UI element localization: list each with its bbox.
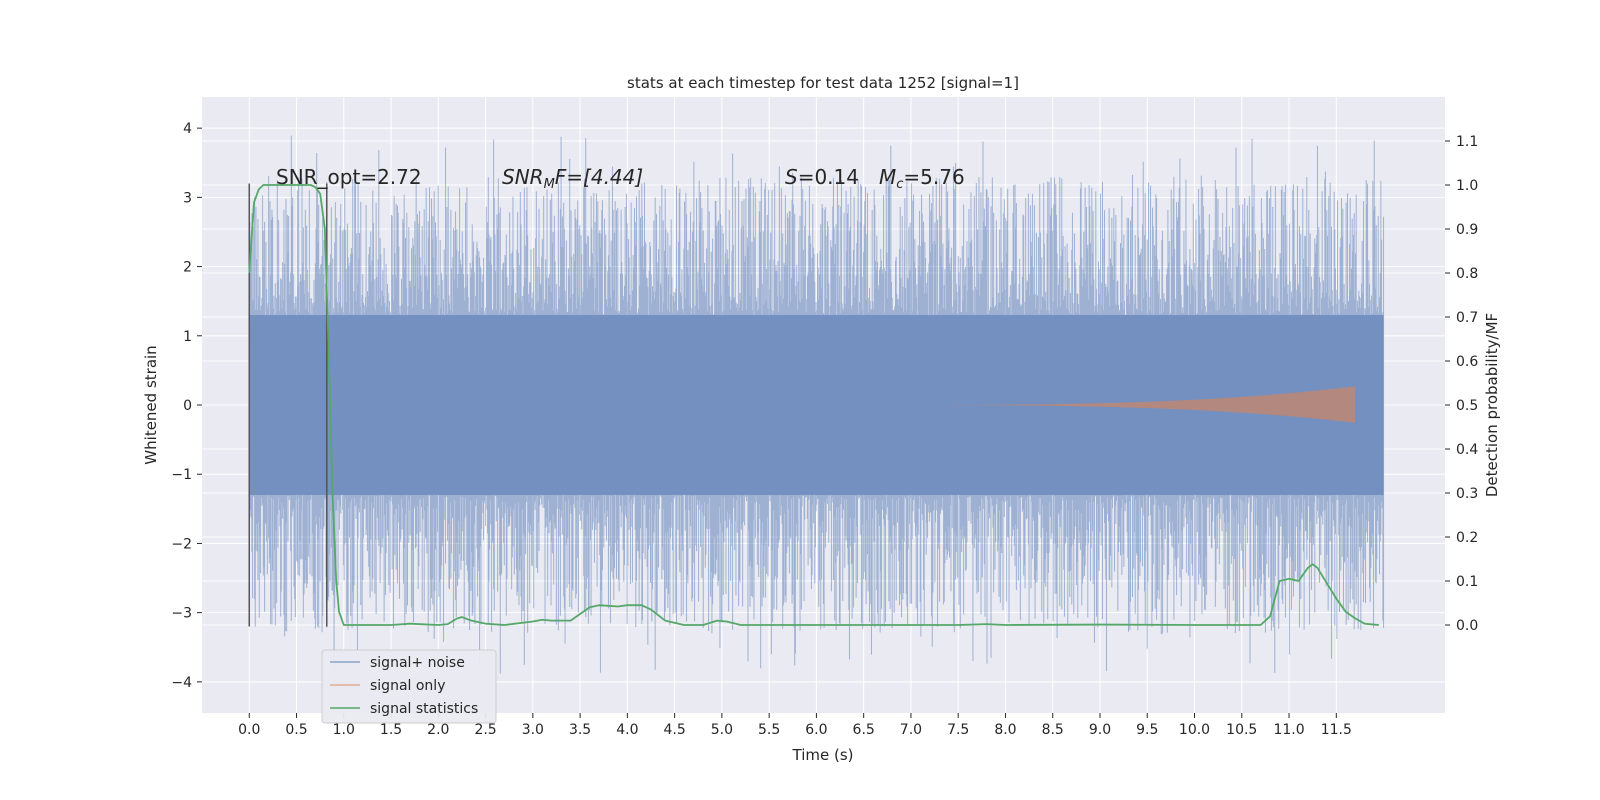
- annotation-mc-main: M: [879, 165, 896, 189]
- x-tick-label-11: 5.5: [758, 722, 780, 738]
- annotation-snr-mf-sub: M: [544, 177, 555, 192]
- annotation-snr-opt: SNR_opt=2.72: [276, 165, 422, 189]
- y-tick-label-2: 2: [183, 260, 192, 276]
- annotation-mc: Mc=5.76: [879, 165, 965, 192]
- legend-label-signal-noise: signal+ noise: [370, 655, 465, 671]
- x-tick-label-10: 5.0: [711, 722, 733, 738]
- x-tick-label-16: 8.0: [994, 722, 1016, 738]
- y-tick-label-5: −1: [171, 467, 192, 483]
- x-axis-label: Time (s): [792, 746, 854, 764]
- y2-tick-label-4: 0.7: [1456, 310, 1478, 326]
- y-tick-label-6: −2: [171, 536, 192, 552]
- y2-tick-label-5: 0.6: [1456, 354, 1478, 370]
- legend-label-signal-only: signal only: [370, 678, 445, 694]
- y2-tick-label-11: 0.0: [1456, 618, 1478, 634]
- legend: signal+ noise signal only signal statist…: [321, 649, 497, 724]
- annotation-mc-rest: =5.76: [903, 165, 964, 189]
- x-tick-label-6: 3.0: [522, 722, 544, 738]
- annotations: SNR_opt=2.72 SNRMF=[4.44] S=0.14 Mc=5.76: [276, 165, 965, 192]
- x-tick-label-4: 2.0: [427, 722, 449, 738]
- annotation-snr-mf-rest: F=[4.44]: [555, 165, 643, 189]
- y2-tick-label-1: 1.0: [1456, 178, 1478, 194]
- x-tick-label-0: 0.0: [238, 722, 260, 738]
- x-tick-label-14: 7.0: [900, 722, 922, 738]
- legend-box: [321, 649, 497, 724]
- statistics-line: [248, 184, 1379, 626]
- y-tick-label-7: −3: [171, 606, 192, 622]
- annotation-mc-sub: c: [896, 177, 903, 192]
- signal-envelope: [863, 386, 1356, 423]
- y2-tick-label-3: 0.8: [1456, 266, 1478, 282]
- x-tick-label-15: 7.5: [947, 722, 969, 738]
- x-tick-label-7: 3.5: [569, 722, 591, 738]
- x-tick-label-2: 1.0: [333, 722, 355, 738]
- y-tick-label-8: −4: [171, 675, 192, 691]
- chart-title: stats at each timestep for test data 125…: [627, 74, 1019, 92]
- x-tick-label-1: 0.5: [285, 722, 307, 738]
- y-axis-label: Whitened strain: [142, 345, 160, 464]
- x-tick-label-13: 6.5: [853, 722, 875, 738]
- y2-axis-label: Detection probability/MF: [1483, 313, 1501, 497]
- x-tick-label-21: 10.5: [1226, 722, 1257, 738]
- x-tick-label-5: 2.5: [474, 722, 496, 738]
- annotation-s-main: S: [785, 165, 798, 189]
- y2-tick-label-2: 0.9: [1456, 222, 1478, 238]
- x-tick-label-18: 9.0: [1089, 722, 1111, 738]
- y2-tick-label-6: 0.5: [1456, 398, 1478, 414]
- annotation-snr-mf-main: SNR: [502, 165, 544, 189]
- annotation-snr-mf: SNRMF=[4.44]: [502, 165, 643, 192]
- series-signal-only: [863, 386, 1356, 423]
- y2-tick-label-7: 0.4: [1456, 442, 1478, 458]
- x-tick-label-12: 6.0: [805, 722, 827, 738]
- x-tick-label-8: 4.0: [616, 722, 638, 738]
- y-tick-label-0: 4: [183, 121, 192, 137]
- annotation-s: S=0.14: [785, 165, 859, 189]
- x-tick-label-22: 11.0: [1273, 722, 1304, 738]
- y-tick-label-3: 1: [183, 329, 192, 345]
- x-axis: 0.0 0.5 1.0 1.5 2.0 2.5 3.0 3.5 4.0 4.5 5.0 5.5 6.0 6…: [238, 713, 1352, 738]
- x-tick-label-17: 8.5: [1042, 722, 1064, 738]
- x-tick-label-3: 1.5: [380, 722, 402, 738]
- y-tick-label-1: 3: [183, 190, 192, 206]
- vertical-markers: [248, 183, 328, 627]
- annotation-s-rest: =0.14: [798, 165, 859, 189]
- x-tick-label-9: 4.5: [663, 722, 685, 738]
- y-axis-left: 4 3 2 1 0 −1 −2 −3 −4: [171, 121, 202, 691]
- series-signal-statistics: [248, 184, 1379, 626]
- y2-tick-label-8: 0.3: [1456, 486, 1478, 502]
- x-tick-label-23: 11.5: [1321, 722, 1352, 738]
- x-tick-label-20: 10.0: [1179, 722, 1210, 738]
- y2-tick-label-0: 1.1: [1456, 134, 1478, 150]
- y2-tick-label-10: 0.1: [1456, 574, 1478, 590]
- x-tick-label-19: 9.5: [1136, 722, 1158, 738]
- y-axis-right: 1.1 1.0 0.9 0.8 0.7 0.6 0.5 0.4 0.3 0.2 0.1 0.0: [1445, 134, 1478, 634]
- y2-tick-label-9: 0.2: [1456, 530, 1478, 546]
- y-tick-label-4: 0: [183, 398, 192, 414]
- legend-label-signal-statistics: signal statistics: [370, 701, 478, 717]
